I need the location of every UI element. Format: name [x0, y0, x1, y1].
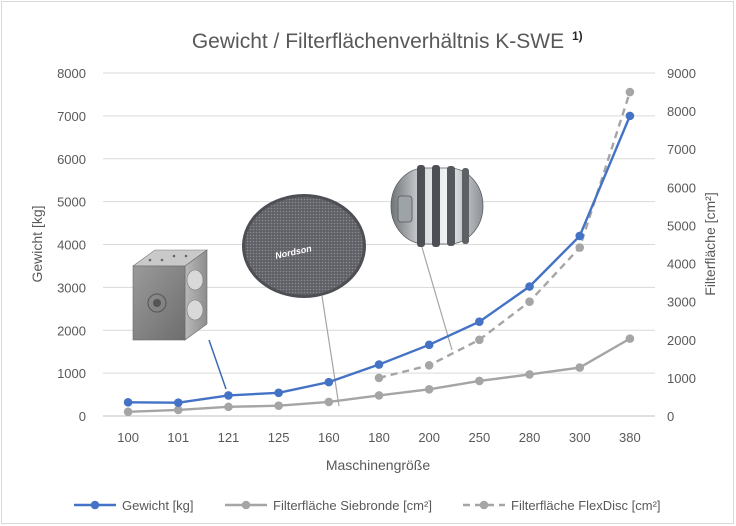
legend: Gewicht [kg] Filterfläche Siebronde [cm²]… [74, 498, 661, 513]
legend-label: Filterfläche FlexDisc [cm²] [511, 498, 661, 513]
x-tick-label: 160 [318, 430, 340, 445]
legend-item: Gewicht [kg] [74, 498, 194, 513]
flexdisc-filter-image [390, 165, 484, 247]
x-axis-ticks: 100 101 121 125 160 180 200 250 280 300 380 [117, 430, 641, 445]
series-lines [123, 87, 635, 417]
x-tick-label: 121 [218, 430, 240, 445]
data-point [424, 361, 434, 370]
data-point [123, 407, 133, 417]
series-2 [374, 87, 635, 383]
data-point [324, 397, 334, 407]
y-right-tick-label: 9000 [667, 66, 696, 81]
chart-title-superscript: 1) [572, 29, 583, 43]
data-point [173, 405, 183, 415]
x-tick-label: 180 [368, 430, 390, 445]
y-left-tick-label: 4000 [57, 238, 86, 253]
y-left-tick-label: 8000 [57, 66, 86, 81]
y-left-tick-label: 1000 [57, 366, 86, 381]
data-point [625, 334, 635, 343]
data-point [123, 397, 133, 407]
screen-disc-image: Nordson [242, 194, 366, 298]
data-point [224, 391, 233, 400]
legend-label: Gewicht [kg] [122, 498, 194, 513]
x-tick-label: 100 [117, 430, 139, 445]
data-point [424, 340, 434, 350]
data-point [424, 385, 434, 394]
data-point [525, 282, 534, 291]
data-point [625, 111, 635, 121]
data-point [274, 401, 283, 411]
y-left-tick-label: 7000 [57, 109, 86, 124]
y-right-tick-label: 4000 [667, 257, 696, 272]
callout-line-disc [321, 295, 340, 407]
data-point [173, 398, 183, 408]
legend-item: Filterfläche FlexDisc [cm²] [463, 498, 661, 513]
y-right-tick-label: 5000 [667, 218, 696, 233]
x-tick-label: 380 [619, 430, 641, 445]
y-right-tick-label: 6000 [667, 180, 696, 195]
x-tick-label: 200 [418, 430, 440, 445]
data-point [224, 402, 233, 412]
callout-line-housing [208, 339, 227, 390]
data-point [374, 360, 384, 369]
y-right-tick-label: 0 [667, 409, 674, 424]
x-tick-label: 280 [519, 430, 541, 445]
y-right-tick-label: 8000 [667, 104, 696, 119]
x-tick-label: 101 [167, 430, 189, 445]
y-left-tick-label: 5000 [57, 195, 86, 210]
y-right-tick-label: 3000 [667, 295, 696, 310]
callout-line-flexdisc [420, 243, 453, 351]
data-point [525, 370, 534, 379]
data-point [274, 388, 283, 398]
series-1 [123, 334, 635, 417]
data-point [475, 376, 484, 386]
data-point [625, 87, 635, 97]
y-axis-left-label: Gewicht [kg] [29, 205, 45, 282]
legend-item: Filterfläche Siebronde [cm²] [225, 498, 432, 513]
y-right-tick-label: 7000 [667, 142, 696, 157]
legend-label: Filterfläche Siebronde [cm²] [273, 498, 432, 513]
chart-title: Gewicht / Filterflächenverhältnis K-SWE [192, 30, 564, 53]
y-axis-right-label: Filterfläche [cm²] [702, 192, 718, 295]
housing-block-image [132, 249, 208, 341]
x-tick-label: 250 [469, 430, 491, 445]
data-point [475, 335, 484, 345]
y-left-tick-label: 3000 [57, 280, 86, 295]
legend-marker [479, 500, 489, 510]
gridlines [103, 72, 655, 417]
x-tick-label: 300 [569, 430, 591, 445]
legend-marker [90, 500, 100, 510]
y-left-tick-label: 6000 [57, 152, 86, 167]
legend-marker [241, 500, 251, 510]
data-point [575, 231, 585, 241]
data-point [525, 297, 534, 306]
right-axis-ticks: 0 1000 2000 3000 4000 5000 6000 7000 8000 9000 [667, 66, 696, 424]
data-point [575, 243, 585, 252]
data-point [575, 363, 585, 372]
x-tick-label: 125 [268, 430, 290, 445]
x-axis-label: Maschinengröße [326, 457, 430, 473]
series-0 [123, 111, 635, 408]
data-point [374, 373, 384, 383]
data-point [475, 317, 484, 326]
data-point [374, 391, 384, 400]
y-left-tick-label: 2000 [57, 323, 86, 338]
y-right-tick-label: 1000 [667, 371, 696, 386]
y-right-tick-label: 2000 [667, 333, 696, 348]
data-point [324, 377, 334, 387]
y-left-tick-label: 0 [79, 409, 86, 424]
left-axis-ticks: 0 1000 2000 3000 4000 5000 6000 7000 8000 [57, 66, 86, 424]
